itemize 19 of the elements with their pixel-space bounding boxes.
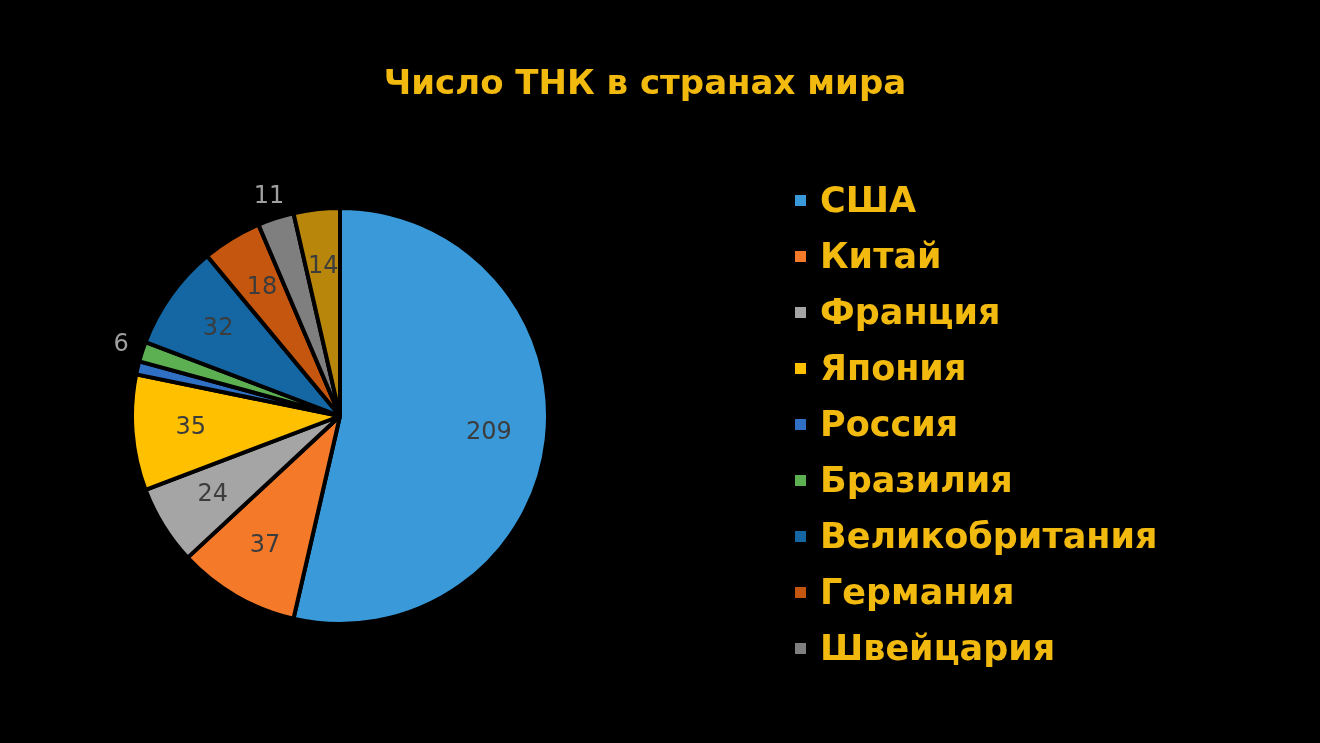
data-label: 18 [246, 272, 278, 301]
legend-label: Китай [820, 236, 942, 276]
legend-label: Великобритания [820, 516, 1158, 556]
legend-label: Германия [820, 572, 1015, 612]
legend-label: Швейцария [820, 628, 1056, 668]
legend-label: США [820, 180, 917, 220]
data-label: 6 [113, 329, 129, 358]
data-label: 35 [175, 412, 206, 441]
data-label: 37 [249, 529, 281, 558]
legend-label: Бразилия [820, 460, 1013, 500]
data-label: 14 [307, 251, 339, 280]
legend-label: Япония [820, 348, 967, 388]
legend-label: Франция [820, 292, 1001, 332]
data-label: 24 [197, 479, 229, 508]
data-label: 209 [465, 417, 512, 446]
chart-title: Число ТНК в странах мира [382, 62, 908, 102]
data-label: 11 [253, 181, 285, 210]
data-label: 32 [202, 313, 234, 342]
legend-label: Россия [820, 404, 959, 444]
